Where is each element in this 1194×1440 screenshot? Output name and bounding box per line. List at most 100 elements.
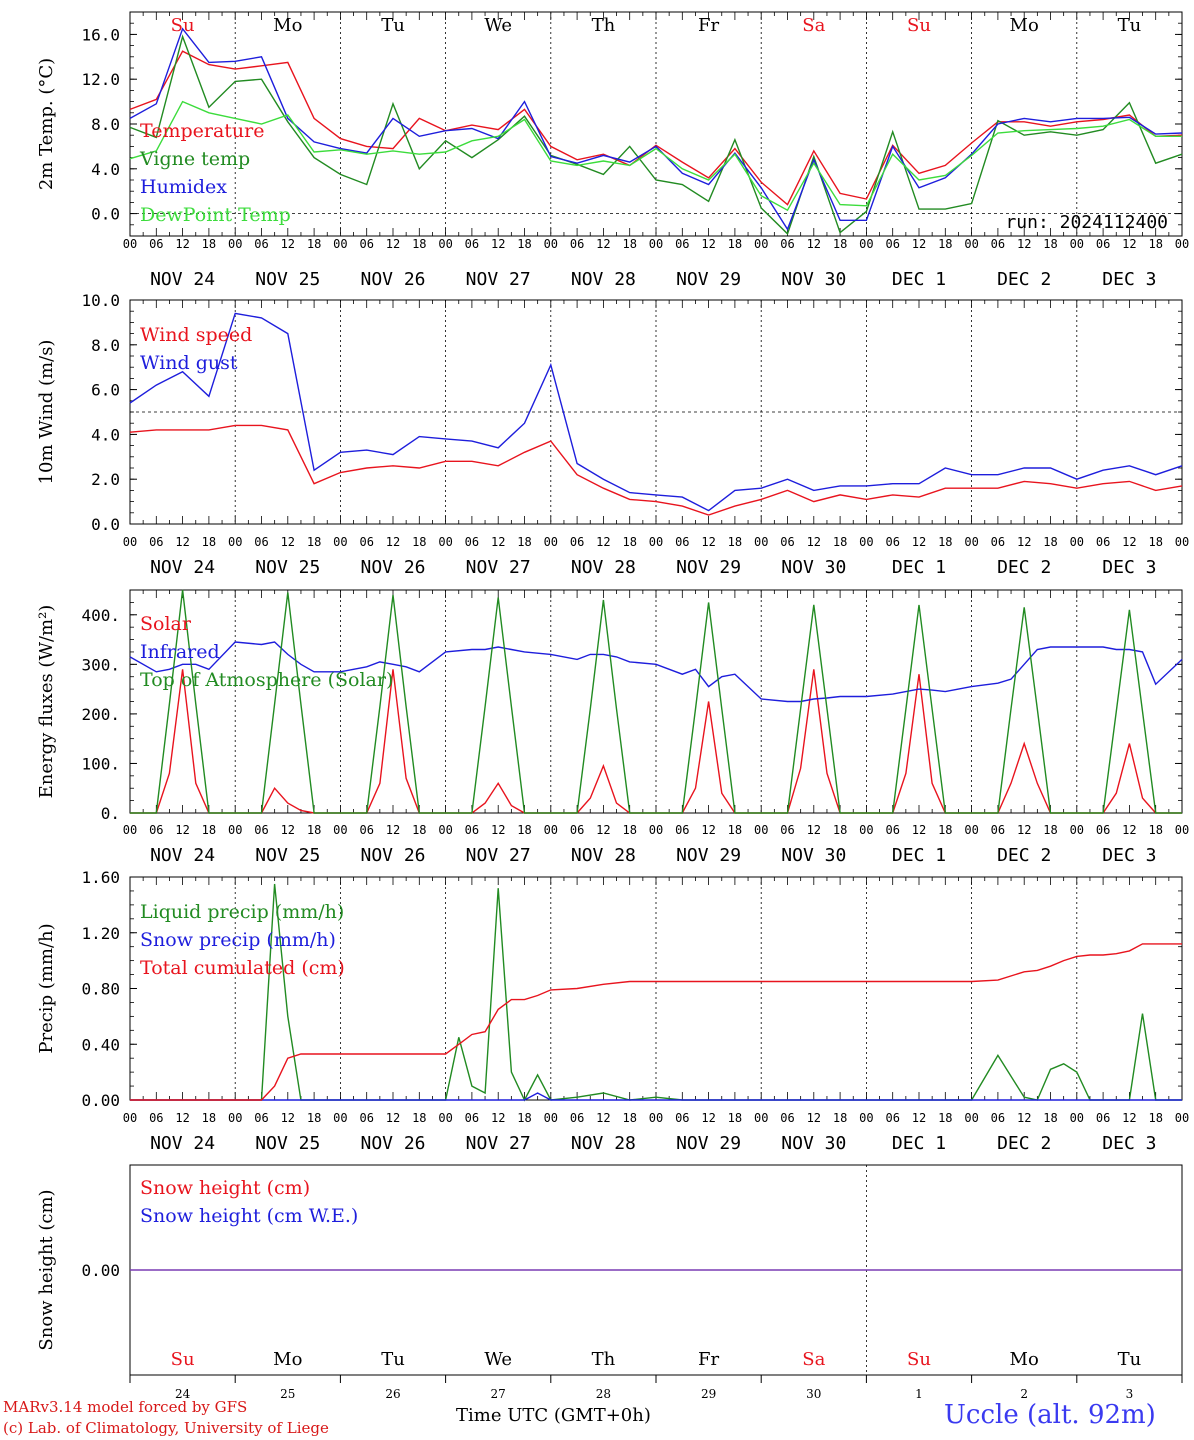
legend-entry: Solar xyxy=(140,613,192,635)
hour-tick-label: 12 xyxy=(281,535,295,549)
hour-tick-label: 18 xyxy=(412,535,426,549)
legend-entry: Vigne temp xyxy=(139,148,250,170)
hour-tick-label: 06 xyxy=(1096,535,1110,549)
hour-tick-label: 12 xyxy=(491,1111,505,1125)
hour-tick-label: 00 xyxy=(1070,237,1084,251)
y-tick-label: 0.0 xyxy=(91,205,120,224)
y-tick-label: 12.0 xyxy=(81,70,120,89)
hour-tick-label: 18 xyxy=(1148,1111,1162,1125)
date-label: DEC 1 xyxy=(892,557,946,578)
legend-entry: Temperature xyxy=(140,120,264,142)
hour-tick-label: 18 xyxy=(307,237,321,251)
hour-tick-label: 00 xyxy=(228,823,242,837)
date-label: DEC 2 xyxy=(997,1133,1051,1154)
series-line-wind-speed xyxy=(129,424,1183,516)
date-label: NOV 30 xyxy=(781,557,846,578)
y-tick-label: 4.0 xyxy=(91,160,120,179)
hour-tick-label: 18 xyxy=(1043,1111,1057,1125)
hour-tick-label: 00 xyxy=(1070,823,1084,837)
hour-tick-label: 12 xyxy=(281,823,295,837)
y-tick-label: 300. xyxy=(81,655,120,674)
date-label: NOV 26 xyxy=(360,1133,425,1154)
hour-tick-label: 00 xyxy=(438,1111,452,1125)
hour-tick-label: 00 xyxy=(544,1111,558,1125)
y-tick-label: 8.0 xyxy=(91,115,120,134)
hour-tick-label: 18 xyxy=(307,1111,321,1125)
date-label: DEC 3 xyxy=(1102,269,1156,290)
hour-tick-label: 18 xyxy=(833,237,847,251)
hour-tick-label: 12 xyxy=(701,1111,715,1125)
hour-tick-label: 00 xyxy=(333,535,347,549)
date-label: NOV 30 xyxy=(781,1133,846,1154)
hour-tick-label: 06 xyxy=(885,823,899,837)
hour-tick-label: 18 xyxy=(728,237,742,251)
date-label: NOV 25 xyxy=(255,557,320,578)
legend-entry: Snow precip (mm/h) xyxy=(140,929,336,951)
weekday-label: Tu xyxy=(1118,15,1142,36)
hour-tick-label: 18 xyxy=(517,823,531,837)
hour-tick-label: 18 xyxy=(622,535,636,549)
y-tick-label: 200. xyxy=(81,705,120,724)
series-line-vigne-temp xyxy=(129,34,1183,236)
hour-tick-label: 18 xyxy=(1043,535,1057,549)
hour-tick-label: 00 xyxy=(649,1111,663,1125)
hour-tick-label: 06 xyxy=(885,1111,899,1125)
hour-tick-label: 06 xyxy=(570,237,584,251)
hour-tick-label: 12 xyxy=(1017,237,1031,251)
day-number-label: 30 xyxy=(806,1387,821,1401)
hour-tick-label: 12 xyxy=(281,1111,295,1125)
hour-tick-label: 18 xyxy=(202,237,216,251)
legend-entry: Infrared xyxy=(140,641,220,663)
hour-tick-label: 12 xyxy=(1122,237,1136,251)
date-label: NOV 28 xyxy=(571,1133,636,1154)
hour-tick-label: 12 xyxy=(912,823,926,837)
date-label: NOV 27 xyxy=(466,1133,531,1154)
model-credit: MARv3.14 model forced by GFS xyxy=(3,1398,248,1416)
hour-tick-label: 18 xyxy=(202,1111,216,1125)
date-label: NOV 25 xyxy=(255,1133,320,1154)
weekday-label: Fr xyxy=(698,1349,719,1370)
day-number-label: 3 xyxy=(1126,1387,1134,1401)
hour-tick-label: 18 xyxy=(1043,237,1057,251)
hour-tick-label: 12 xyxy=(701,237,715,251)
y-tick-label: 4.0 xyxy=(91,425,120,444)
weekday-label: Fr xyxy=(698,15,719,36)
hour-tick-label: 00 xyxy=(228,535,242,549)
date-label: NOV 26 xyxy=(360,845,425,866)
hour-tick-label: 18 xyxy=(412,1111,426,1125)
y-tick-label: 10.0 xyxy=(81,291,120,310)
hour-tick-label: 06 xyxy=(1096,823,1110,837)
date-label: NOV 27 xyxy=(466,269,531,290)
hour-tick-label: 06 xyxy=(991,1111,1005,1125)
hour-tick-label: 06 xyxy=(675,237,689,251)
hour-tick-label: 12 xyxy=(491,823,505,837)
y-tick-label: 8.0 xyxy=(91,336,120,355)
hour-tick-label: 18 xyxy=(517,1111,531,1125)
hour-tick-label: 00 xyxy=(754,1111,768,1125)
hour-tick-label: 12 xyxy=(912,237,926,251)
hour-tick-label: 06 xyxy=(780,535,794,549)
weekday-label: Mo xyxy=(1010,1349,1039,1370)
hour-tick-label: 06 xyxy=(254,237,268,251)
date-label: NOV 29 xyxy=(676,269,741,290)
hour-tick-label: 06 xyxy=(465,1111,479,1125)
date-label: DEC 2 xyxy=(997,845,1051,866)
hour-tick-label: 12 xyxy=(491,237,505,251)
weekday-label: Sa xyxy=(802,15,825,36)
day-number-label: 26 xyxy=(385,1387,400,1401)
hour-tick-label: 00 xyxy=(859,535,873,549)
hour-tick-label: 18 xyxy=(833,823,847,837)
date-label: DEC 2 xyxy=(997,269,1051,290)
weekday-label: Tu xyxy=(381,15,405,36)
date-label: DEC 3 xyxy=(1102,557,1156,578)
hour-tick-label: 12 xyxy=(1017,1111,1031,1125)
hour-tick-label: 06 xyxy=(149,535,163,549)
legend-entry: Total cumulated (cm) xyxy=(140,957,345,979)
series-line-total-cumulated-cm- xyxy=(130,943,1182,1101)
series-line-infrared xyxy=(129,641,1183,703)
hour-tick-label: 12 xyxy=(386,535,400,549)
hour-tick-label: 12 xyxy=(386,823,400,837)
hour-tick-label: 18 xyxy=(412,823,426,837)
y-tick-label: 100. xyxy=(81,754,120,773)
